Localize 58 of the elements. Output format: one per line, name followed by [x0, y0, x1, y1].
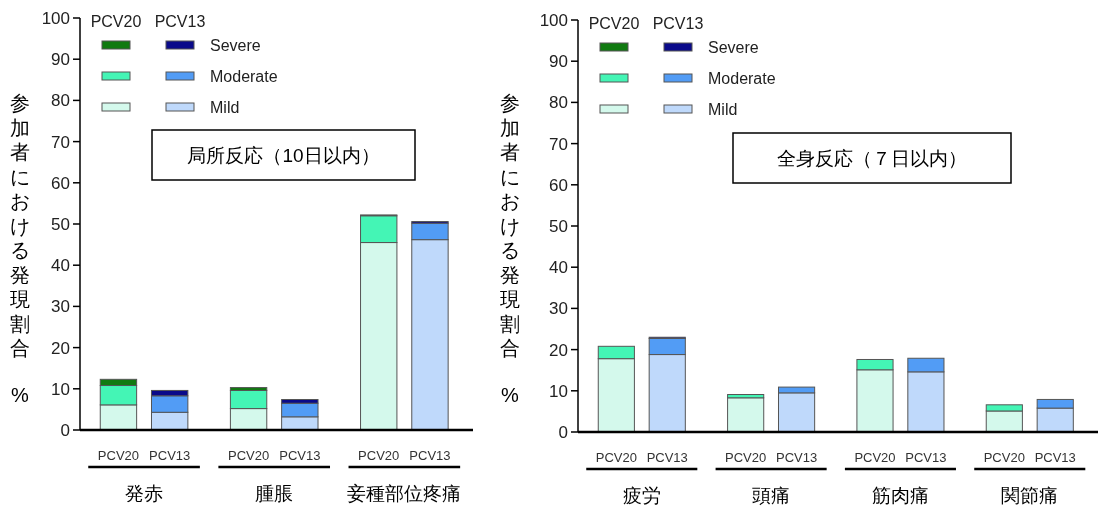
- x-tick-label: PCV13: [646, 450, 688, 465]
- bar: [727, 397, 765, 433]
- y-tick-label: 70: [51, 132, 70, 152]
- x-tick-label: PCV20: [358, 448, 400, 463]
- y-tick-label: 30: [51, 297, 70, 317]
- legend-label: Mild: [210, 99, 240, 116]
- text: 妾種部位疼痛: [347, 483, 462, 504]
- category-label: PCV20: [90, 13, 142, 30]
- x-tick-label: PCV20: [227, 448, 270, 463]
- category-label: PCV20: [588, 15, 640, 32]
- legend-label: Moderate: [708, 70, 776, 87]
- text: 頭痛: [752, 485, 791, 506]
- text: 疲労: [622, 485, 661, 506]
- y-tick-label: 100: [539, 11, 568, 30]
- y-tick-label: 80: [549, 93, 568, 113]
- x-tick-label: PCV13: [149, 448, 191, 463]
- x-tick-label: PCV20: [983, 450, 1025, 465]
- y-tick-label: 100: [41, 9, 70, 28]
- text: 参加者における発現割合 %: [500, 92, 520, 406]
- x-tick-label: PCV13: [775, 450, 818, 465]
- x-tick-label: PCV20: [595, 450, 637, 465]
- x-tick-label: PCV13: [1034, 450, 1076, 465]
- text: 関節痛: [1001, 485, 1059, 506]
- x-tick-label: PCV13: [279, 448, 321, 463]
- legend-label: Moderate: [210, 68, 278, 85]
- y-tick-label: 20: [549, 340, 568, 360]
- x-tick-label: PCV20: [725, 450, 767, 465]
- text: 筋肉痛: [871, 485, 929, 506]
- y-tick-label: 20: [51, 338, 70, 358]
- y-tick-label: 10: [51, 379, 70, 399]
- y-tick-label: 90: [51, 50, 70, 70]
- legend-label: Severe: [708, 39, 759, 56]
- legend-label: Mild: [708, 101, 738, 118]
- text: 腫脹: [255, 483, 294, 504]
- legend-label: Severe: [210, 37, 261, 54]
- category-label: PCV13: [652, 15, 704, 32]
- category-label: PCV13: [154, 13, 206, 30]
- y-tick-label: 50: [51, 215, 70, 234]
- y-tick-label: 70: [549, 134, 568, 154]
- x-tick-label: PCV13: [409, 448, 451, 463]
- x-tick-label: PCV13: [905, 450, 947, 465]
- y-tick-label: 0: [558, 423, 568, 442]
- x-tick-label: PCV20: [97, 448, 140, 463]
- y-tick-label: 10: [549, 381, 568, 401]
- y-tick-label: 30: [549, 299, 568, 319]
- y-tick-label: 90: [549, 52, 568, 72]
- y-tick-label: 50: [549, 217, 568, 236]
- x-tick-label: PCV20: [854, 450, 896, 465]
- text: 全身反応（７日以内）: [777, 148, 967, 169]
- text: 参加者における発現割合 %: [10, 92, 30, 406]
- y-tick-label: 80: [51, 91, 70, 111]
- text: 発赤: [125, 483, 164, 504]
- y-tick-label: 40: [549, 258, 568, 278]
- text: 局所反応（10日以内）: [187, 145, 380, 166]
- y-tick-label: 60: [51, 173, 70, 193]
- y-tick-label: 40: [51, 256, 70, 276]
- y-tick-label: 0: [60, 421, 70, 440]
- y-tick-label: 60: [549, 175, 568, 195]
